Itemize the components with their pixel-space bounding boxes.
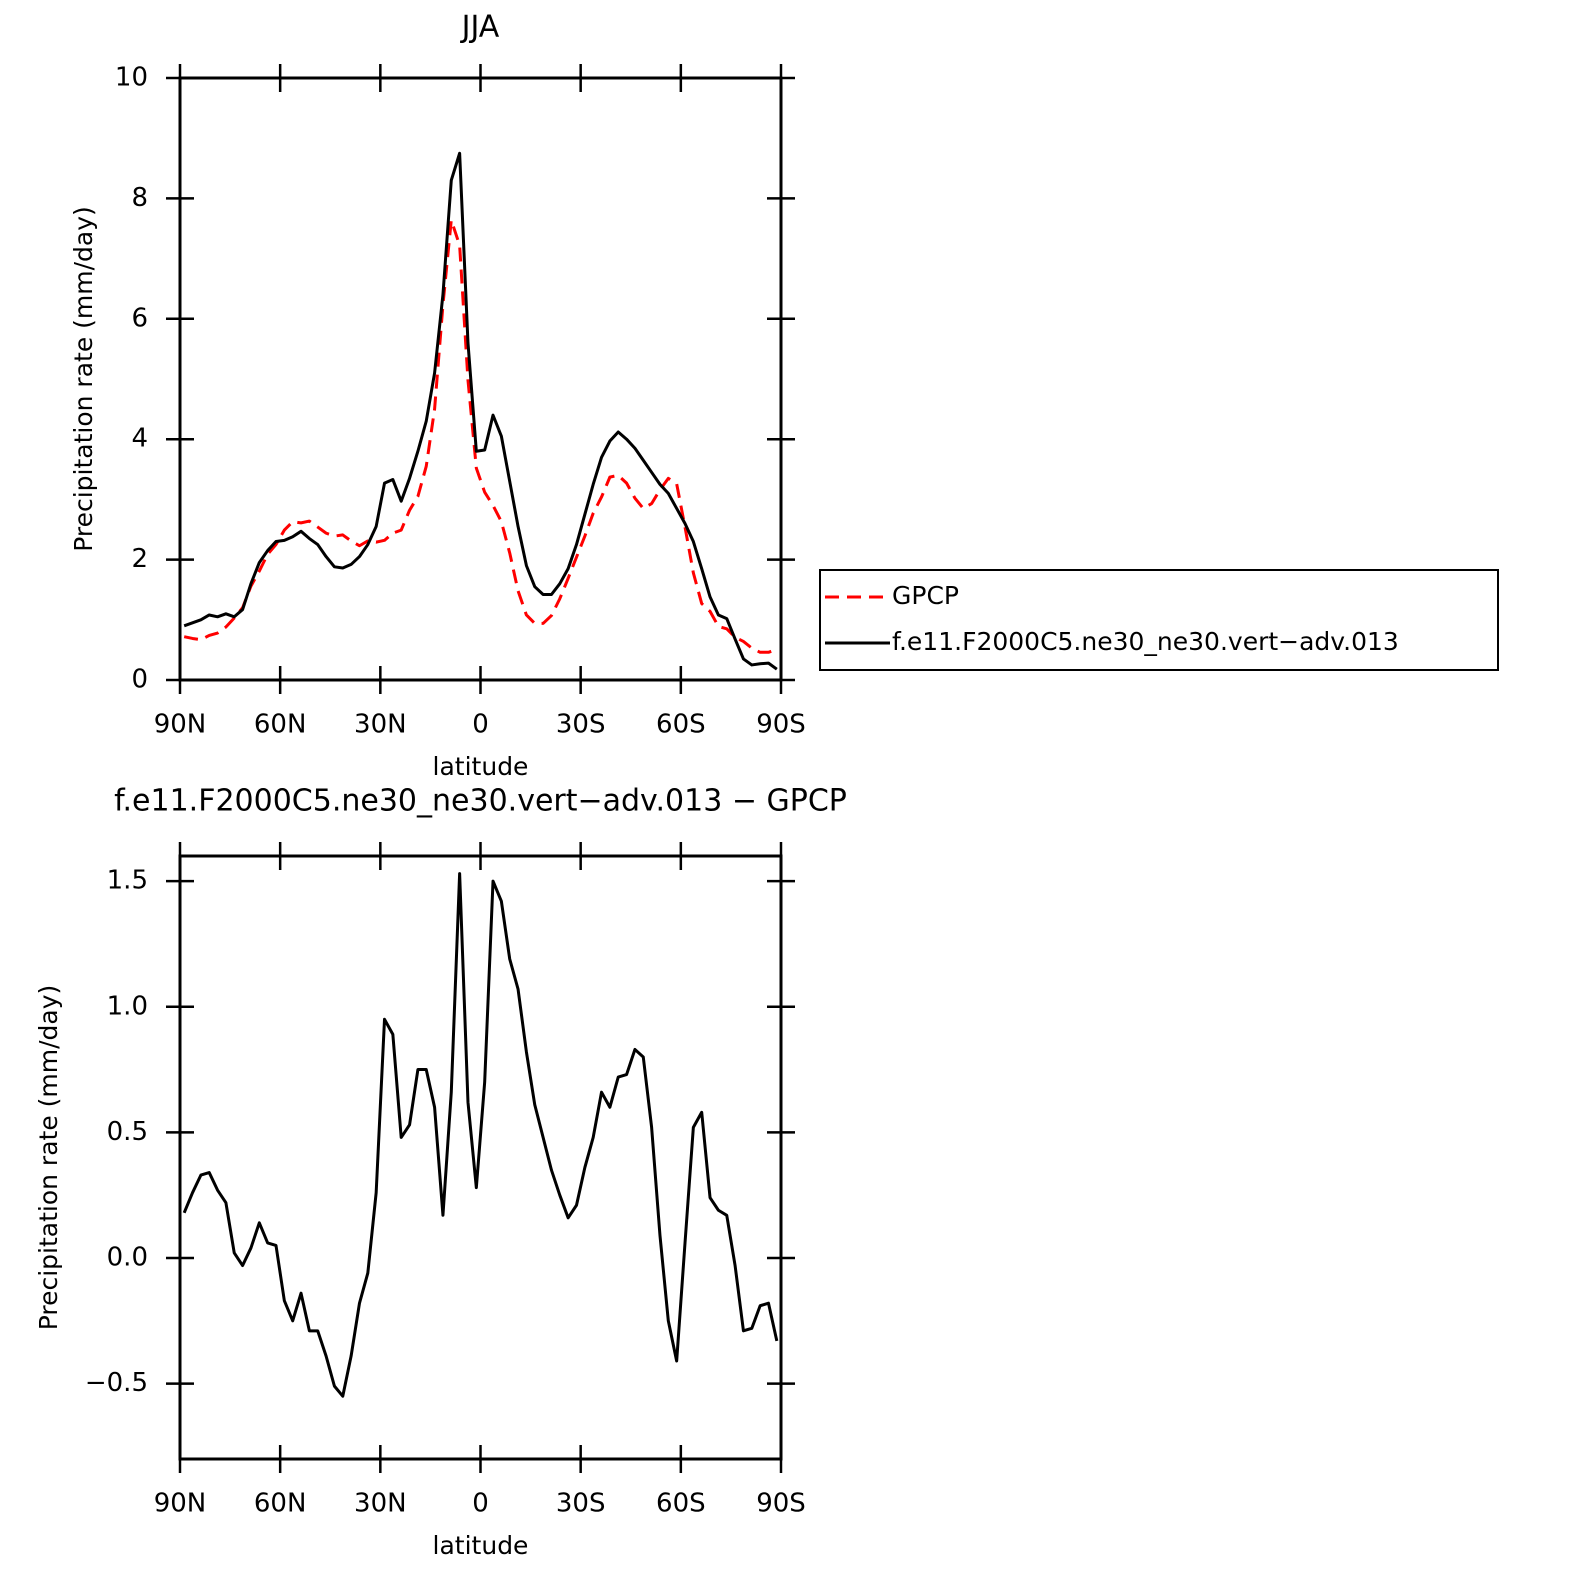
legend-label: GPCP xyxy=(892,581,959,610)
x-tick-label: 60S xyxy=(656,1489,706,1519)
y-tick-label: 4 xyxy=(131,424,148,454)
chart-title: JJA xyxy=(460,10,500,45)
x-tick-label: 60N xyxy=(254,710,307,740)
y-tick-label: 8 xyxy=(131,183,148,213)
plot-frame xyxy=(178,854,783,1461)
x-tick-label: 60N xyxy=(254,1489,307,1519)
legend-label: f.e11.F2000C5.ne30_ne30.vert−adv.013 xyxy=(892,627,1399,656)
y-tick-label: 10 xyxy=(115,63,148,93)
legend-box xyxy=(819,569,1499,671)
x-axis-label: latitude xyxy=(433,1531,529,1560)
y-tick-label: 0 xyxy=(131,665,148,695)
x-tick-label: 30S xyxy=(556,1489,606,1519)
y-tick-label: 0.5 xyxy=(107,1117,148,1147)
x-tick-label: 90S xyxy=(756,1489,806,1519)
x-tick-label: 30N xyxy=(354,710,407,740)
y-axis-label: Precipitation rate (mm/day) xyxy=(69,206,98,552)
y-tick-label: 0.0 xyxy=(107,1243,148,1273)
plot-frame xyxy=(178,76,783,682)
x-tick-label: 30S xyxy=(556,710,606,740)
y-axis-label: Precipitation rate (mm/day) xyxy=(34,985,63,1331)
data-line xyxy=(183,218,778,654)
x-tick-label: 90N xyxy=(154,710,207,740)
y-tick-label: 1.0 xyxy=(107,991,148,1021)
x-tick-label: 0 xyxy=(472,1489,489,1519)
x-axis-label: latitude xyxy=(433,752,529,781)
data-line xyxy=(183,151,778,671)
x-tick-label: 30N xyxy=(354,1489,407,1519)
x-tick-label: 90N xyxy=(154,1489,207,1519)
y-tick-label: 6 xyxy=(131,303,148,333)
x-tick-label: 0 xyxy=(472,710,489,740)
y-tick-label: −0.5 xyxy=(85,1368,148,1398)
data-line xyxy=(182,872,779,1398)
y-tick-label: 1.5 xyxy=(107,866,148,896)
chart-title: f.e11.F2000C5.ne30_ne30.vert−adv.013 − G… xyxy=(114,784,847,819)
y-tick-label: 2 xyxy=(131,544,148,574)
x-tick-label: 90S xyxy=(756,710,806,740)
x-tick-label: 60S xyxy=(656,710,706,740)
